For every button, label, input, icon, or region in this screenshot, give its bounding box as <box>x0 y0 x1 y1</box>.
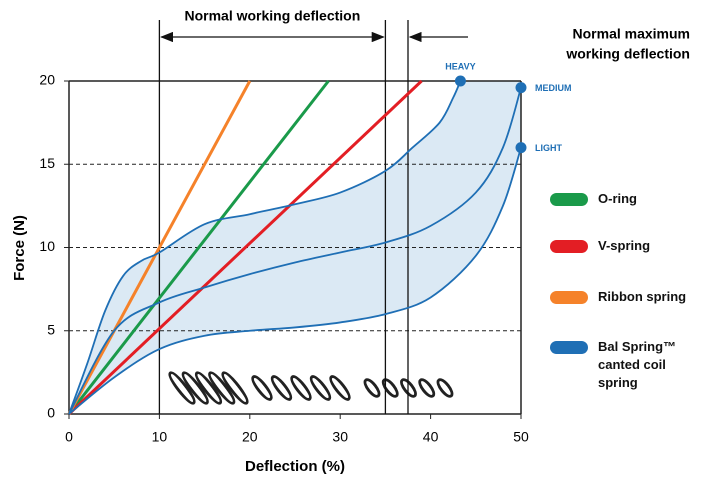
coil-icon <box>309 375 332 401</box>
legend-label: O-ring <box>598 191 637 206</box>
x-tick-label: 0 <box>65 429 73 445</box>
coil-icon <box>418 378 436 398</box>
spring-curve <box>68 87 522 415</box>
coil-icon <box>181 371 209 405</box>
curve-label: MEDIUM <box>535 83 572 93</box>
annotation: Normal working deflection <box>184 8 360 24</box>
coil-icon <box>331 377 349 399</box>
x-tick-label: 30 <box>332 429 348 445</box>
coil-icon <box>197 374 220 402</box>
annotation: working deflection <box>565 46 690 62</box>
coil-icon <box>273 377 290 399</box>
series-line <box>67 80 252 415</box>
coil-icon <box>251 375 273 401</box>
spring-curve <box>68 80 462 415</box>
coil-icon <box>436 378 454 398</box>
coil-icon <box>421 381 433 395</box>
coil-icon <box>363 378 381 398</box>
coil-icon <box>366 381 378 395</box>
x-tick-label: 20 <box>242 429 258 445</box>
coil-icon <box>312 377 329 399</box>
annotation: Normal maximum <box>573 26 690 42</box>
coil-icon <box>292 377 310 399</box>
coil-icon <box>439 381 451 395</box>
y-tick-label: 0 <box>47 405 55 421</box>
spring-curve <box>68 147 522 415</box>
legend-item: V-spring <box>550 238 698 255</box>
y-tick-label: 5 <box>47 321 55 337</box>
end-point <box>515 142 527 154</box>
legend-item: Bal Spring™ canted coil spring <box>550 339 698 392</box>
coil-icon <box>402 381 415 395</box>
coil-icon <box>253 377 271 399</box>
legend-swatch <box>550 193 588 206</box>
x-tick-label: 10 <box>152 429 168 445</box>
coil-icon <box>381 378 399 398</box>
curve-label: LIGHT <box>535 143 562 153</box>
coil-icon <box>270 375 293 401</box>
x-axis-label: Deflection (%) <box>245 458 345 475</box>
legend-swatch <box>550 240 588 253</box>
end-point <box>515 82 527 94</box>
legend-label: Ribbon spring <box>598 289 687 304</box>
legend-label: V-spring <box>598 238 651 253</box>
coil-icon <box>194 371 223 405</box>
coil-icon <box>221 371 249 405</box>
x-tick-label: 50 <box>513 429 529 445</box>
coil-icon <box>329 375 351 401</box>
y-tick-label: 15 <box>39 155 55 171</box>
curve-label: HEAVY <box>445 61 475 71</box>
coil-icon <box>400 378 417 398</box>
end-point <box>454 75 466 87</box>
legend-swatch <box>550 341 588 354</box>
coil-icon <box>210 374 233 402</box>
series-line <box>67 79 423 416</box>
series-line <box>67 80 330 415</box>
y-tick-label: 10 <box>39 238 55 254</box>
legend-label: Bal Spring™ canted coil spring <box>598 339 677 390</box>
coil-icon <box>208 371 236 405</box>
coil-icon <box>184 374 207 402</box>
x-tick-label: 40 <box>423 429 439 445</box>
y-axis-label: Force (N) <box>11 215 28 281</box>
coil-icon <box>168 371 196 405</box>
legend-item: O-ring <box>550 191 698 208</box>
coil-icon <box>290 375 312 401</box>
legend-swatch <box>550 291 588 304</box>
coil-icon <box>223 374 247 402</box>
coil-icon <box>170 374 194 402</box>
legend-item: Ribbon spring <box>550 289 698 306</box>
y-tick-label: 20 <box>39 72 55 88</box>
